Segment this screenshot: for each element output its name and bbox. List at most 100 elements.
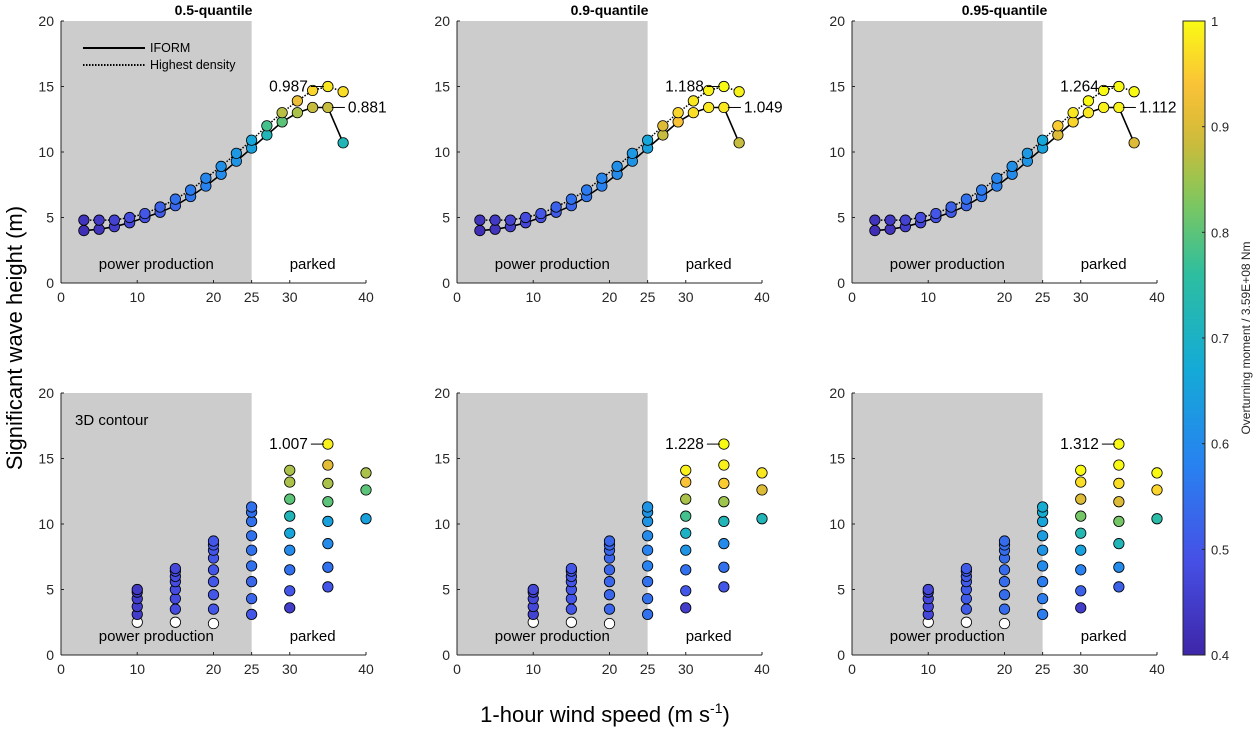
data-point — [1075, 564, 1087, 576]
data-point — [207, 603, 220, 615]
annotation-label: 0.987 — [269, 79, 308, 96]
panel-title: 0.5-quantile — [175, 2, 253, 18]
y-tick-label: 5 — [442, 582, 450, 598]
y-tick-label: 5 — [46, 210, 54, 226]
region-label-power: power production — [495, 256, 610, 273]
data-point — [78, 214, 90, 226]
data-point — [284, 476, 296, 488]
annotation-label: 1.188 — [665, 79, 704, 96]
data-point — [680, 527, 692, 539]
data-point — [703, 84, 715, 97]
data-point — [596, 172, 608, 184]
data-point — [246, 560, 258, 572]
data-point — [998, 535, 1011, 547]
data-point — [1151, 484, 1163, 496]
data-point — [869, 225, 881, 237]
data-point — [930, 207, 942, 220]
data-point — [680, 493, 692, 505]
region-label-parked: parked — [1081, 628, 1127, 645]
y-tick-label: 5 — [442, 210, 450, 226]
region-label-parked: parked — [1081, 256, 1127, 273]
x-tick-label: 0 — [57, 289, 65, 305]
data-point — [565, 603, 577, 615]
region-label-parked: parked — [290, 256, 336, 273]
panel-2-3: 0 10 20 25 30 40 0 5 10 15 20 power production parke… — [829, 385, 1165, 677]
data-point — [680, 510, 692, 522]
data-point — [718, 538, 730, 550]
y-tick-label: 0 — [442, 275, 450, 291]
data-point — [185, 184, 197, 196]
colorbar-tick-label: 0.7 — [1211, 331, 1229, 346]
data-point — [680, 564, 692, 576]
annotation-label: 1.228 — [665, 436, 704, 453]
data-point — [124, 211, 136, 224]
data-point — [1075, 527, 1087, 539]
x-tick-label: 0 — [453, 289, 461, 305]
data-point — [307, 101, 319, 114]
y-tick-label: 15 — [38, 451, 54, 467]
power-production-region — [852, 21, 1043, 283]
panel-1-1: 0 10 20 25 30 40 0 5 10 15 20 0.5-quantile power pro… — [38, 2, 386, 305]
data-point — [360, 513, 372, 525]
power-production-region — [852, 393, 1043, 655]
data-point — [565, 193, 577, 205]
data-point — [960, 193, 972, 205]
y-tick-label: 10 — [829, 516, 845, 532]
data-point — [1113, 438, 1125, 450]
colorbar-tick-label: 0.6 — [1211, 437, 1229, 452]
x-tick-label: 10 — [525, 289, 541, 305]
y-tick-label: 20 — [38, 385, 54, 401]
x-tick-label: 10 — [525, 661, 541, 677]
y-tick-label: 10 — [434, 516, 450, 532]
data-point — [1037, 608, 1049, 620]
data-point — [1113, 101, 1125, 114]
y-tick-label: 20 — [434, 385, 450, 401]
data-point — [680, 476, 692, 488]
annotation-label: 1.007 — [269, 436, 308, 453]
data-point — [1082, 95, 1094, 107]
x-tick-label: 0 — [848, 289, 856, 305]
data-point — [322, 581, 334, 593]
data-point — [1128, 86, 1140, 98]
data-point — [1082, 107, 1094, 119]
data-point — [337, 86, 349, 98]
data-point — [945, 201, 957, 213]
data-point — [733, 86, 745, 98]
data-point — [603, 535, 616, 547]
region-label-power: power production — [890, 256, 1005, 273]
data-point — [1006, 160, 1018, 173]
data-point — [642, 530, 654, 542]
data-point — [261, 120, 273, 132]
data-point — [1151, 467, 1163, 479]
panel-1-2: 0 10 20 25 30 40 0 5 10 15 20 0.9-quantile power pro… — [434, 2, 782, 305]
y-tick-label: 15 — [434, 79, 450, 95]
data-point — [1037, 501, 1049, 513]
data-point — [565, 616, 577, 628]
data-point — [535, 207, 547, 220]
data-point — [1037, 593, 1049, 605]
data-point — [642, 134, 654, 146]
data-point — [1067, 107, 1079, 119]
data-point — [337, 137, 349, 149]
data-point — [1113, 496, 1125, 508]
data-point — [1037, 544, 1049, 556]
x-tick-label: 25 — [1035, 661, 1051, 677]
x-tick-label: 10 — [920, 289, 936, 305]
data-point — [322, 561, 334, 573]
data-point — [1113, 538, 1125, 550]
x-axis-label: 1-hour wind speed (m s-1) — [480, 700, 730, 727]
colorbar: 0.4 0.5 0.6 0.7 0.8 0.9 1 Overturning moment / … — [1182, 14, 1253, 663]
x-tick-label: 40 — [754, 289, 770, 305]
x-tick-label: 20 — [602, 661, 618, 677]
data-point — [642, 593, 654, 605]
data-point — [1052, 120, 1064, 132]
data-point — [322, 538, 334, 550]
data-point — [207, 564, 220, 576]
data-point — [291, 107, 303, 119]
y-tick-label: 5 — [46, 582, 54, 598]
region-label-power: power production — [890, 628, 1005, 645]
x-tick-label: 20 — [997, 289, 1013, 305]
data-point — [922, 583, 934, 596]
x-tick-label: 20 — [997, 661, 1013, 677]
data-point — [489, 214, 501, 226]
